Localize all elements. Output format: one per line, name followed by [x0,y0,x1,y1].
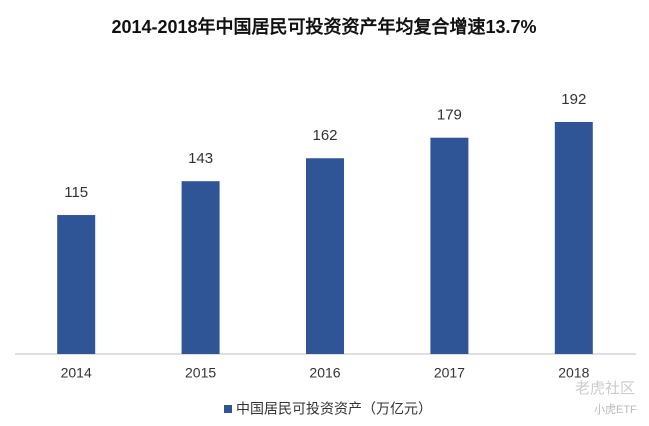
bar [181,181,220,354]
chart-title: 2014-2018年中国居民可投资资产年均复合增速13.7% [111,16,536,37]
watermark: 老虎社区 [575,380,635,397]
x-tick-label: 2014 [61,365,92,381]
value-label: 162 [312,127,337,144]
legend-label: 中国居民可投资资产（万亿元） [236,401,432,417]
x-tick-label: 2015 [185,365,216,381]
bar [306,158,344,354]
x-tick-label: 2018 [558,365,589,381]
value-label: 115 [64,184,88,201]
bar [554,122,593,354]
bar [57,215,96,354]
watermark: 小虎ETF [594,403,637,416]
legend-swatch [224,405,232,413]
bar [430,137,469,354]
value-label: 192 [561,91,586,108]
x-tick-label: 2016 [309,365,340,381]
value-label: 143 [188,150,213,167]
x-tick-label: 2017 [434,365,465,381]
value-label: 179 [437,107,462,124]
